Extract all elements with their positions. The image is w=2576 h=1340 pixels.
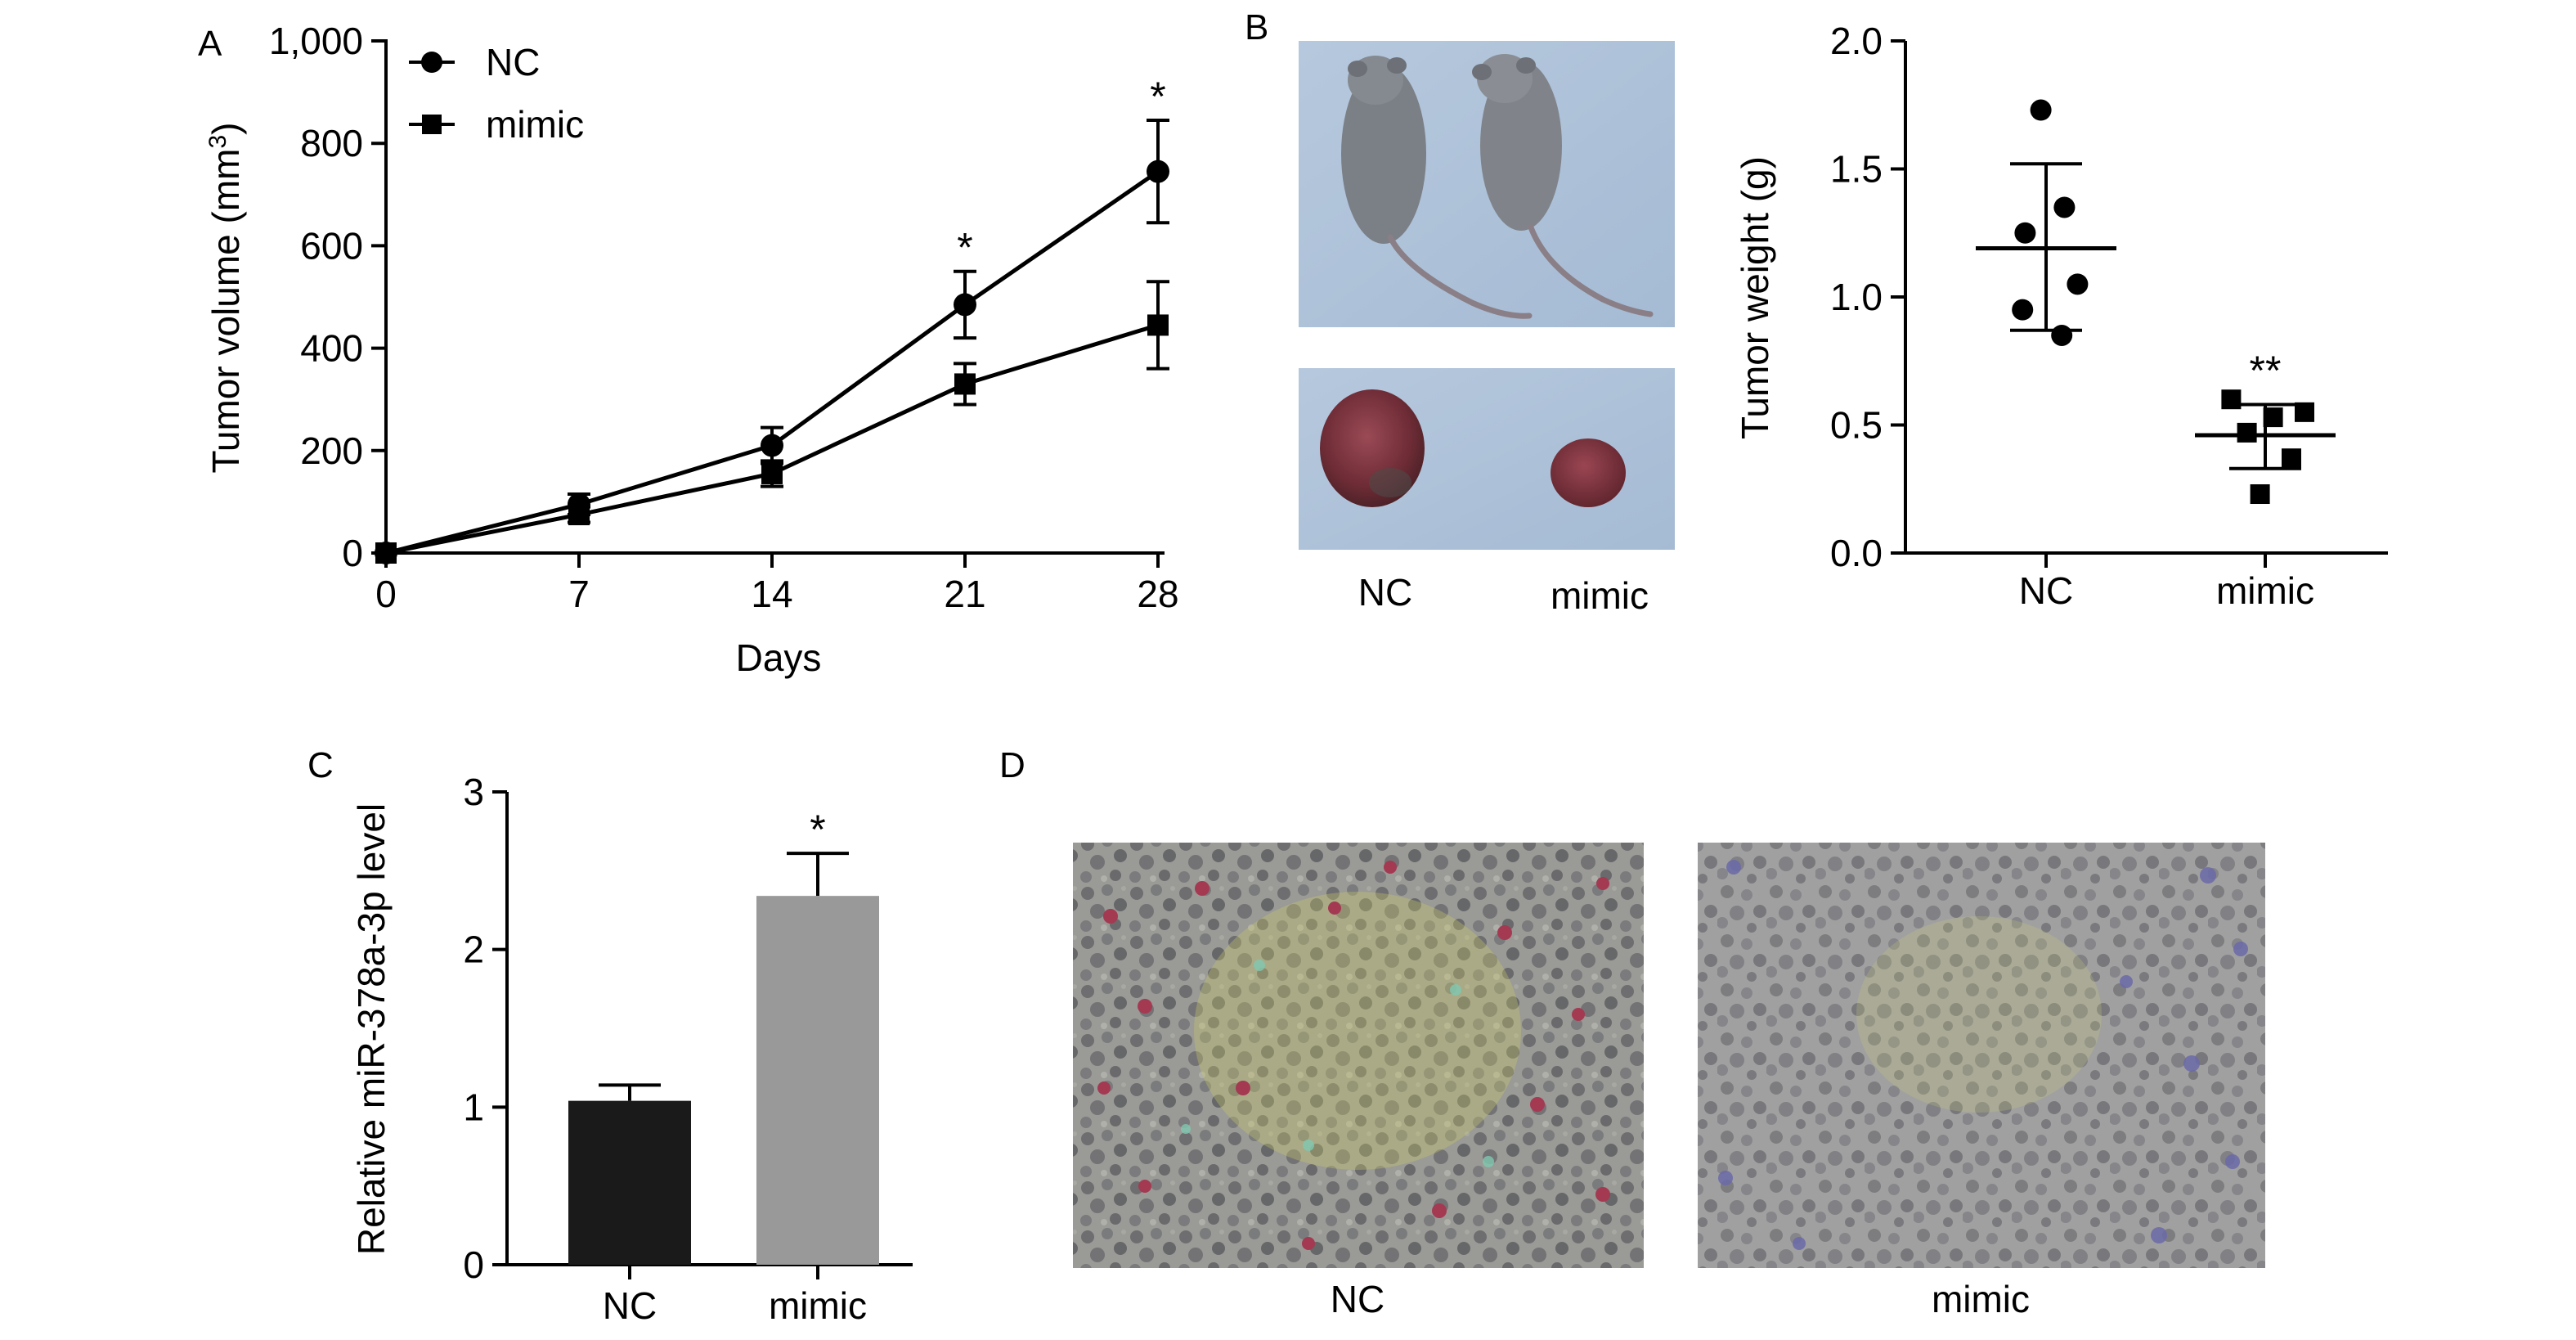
c-y-tick-label: 3: [463, 771, 484, 813]
point-mimic: [568, 504, 590, 526]
significance-star: **: [2250, 348, 2282, 393]
point-NC: [2012, 299, 2034, 321]
panel-d-histology-mimic: [1698, 843, 2265, 1268]
bar-mimic: [756, 896, 879, 1265]
b-y-tick-label: 0.0: [1830, 532, 1883, 574]
chart-a-y-label: Tumor volume (mm3): [204, 122, 248, 473]
bar-NC: [568, 1100, 691, 1265]
chart-b-y-label: Tumor weight (g): [1734, 156, 1776, 439]
a-y-tick-label: 0: [342, 532, 363, 574]
point-mimic: [2263, 407, 2283, 428]
chart-a-legend: NC mimic: [409, 41, 584, 146]
a-y-tick-label: 400: [300, 327, 363, 370]
point-mimic: [761, 462, 783, 484]
c-y-tick-label: 2: [463, 929, 484, 971]
panel-label-b: B: [1245, 7, 1268, 47]
b-x-tick-label: NC: [2019, 569, 2073, 612]
panel-b-label-mimic: mimic: [1551, 574, 1649, 617]
c-x-tick-label: mimic: [769, 1284, 867, 1327]
significance-star: *: [810, 807, 825, 852]
a-x-tick-label: 21: [944, 573, 985, 615]
point-mimic: [1147, 314, 1169, 336]
panel-label-a: A: [198, 24, 222, 64]
point-NC: [2067, 273, 2089, 295]
legend-mimic-label: mimic: [486, 103, 584, 146]
chart-c-y-label: Relative miR-378a-3p level: [350, 803, 393, 1255]
a-y-tick-label: 600: [300, 224, 363, 267]
significance-star: *: [1150, 74, 1165, 119]
c-x-tick-label: NC: [603, 1284, 657, 1327]
significance-star: *: [957, 225, 972, 271]
point-mimic: [954, 373, 976, 395]
a-y-tick-label: 200: [300, 429, 363, 472]
point-NC: [2051, 324, 2073, 346]
chart-b-tumor-weight: 0.0 0.5 1.0 1.5 2.0 NC mimic ** Tumor weight …: [1734, 20, 2388, 612]
a-x-tick-label: 14: [751, 573, 792, 615]
point-mimic: [2295, 402, 2314, 422]
b-y-tick-label: 2.0: [1830, 20, 1883, 62]
panel-label-c: C: [307, 745, 334, 785]
point-NC: [2053, 196, 2076, 218]
panel-b-label-nc: NC: [1358, 571, 1412, 614]
c-y-tick-label: 0: [463, 1243, 484, 1286]
legend-nc-label: NC: [486, 41, 540, 83]
panel-d-label-nc: NC: [1331, 1278, 1384, 1320]
a-x-tick-label: 7: [568, 573, 590, 615]
legend-mimic-marker: [422, 115, 442, 134]
panel-label-d: D: [999, 745, 1025, 785]
a-y-tick-label: 800: [300, 122, 363, 164]
legend-nc-marker: [421, 52, 442, 73]
b-y-tick-label: 1.5: [1830, 148, 1883, 191]
point-mimic: [2282, 448, 2301, 469]
point-NC: [2030, 99, 2052, 121]
point-NC: [954, 293, 976, 317]
panel-d-histology-nc: [1073, 843, 1644, 1268]
chart-c-mir-level: 0 1 2 3 NC mimic * Relative miR-378a-3p level: [350, 771, 913, 1327]
panel-b-mouse-photo: [1299, 41, 1675, 327]
b-y-tick-label: 1.0: [1830, 276, 1883, 318]
chart-a-tumor-volume: 0 200 400 600 800 1,000 0 7 14 21 28 * * Days Tumo…: [204, 20, 1179, 679]
point-mimic: [375, 542, 397, 564]
panel-b-tumor-photo: [1299, 368, 1675, 550]
point-mimic: [2221, 389, 2242, 410]
a-y-tick-label: 1,000: [269, 20, 363, 62]
c-y-tick-label: 1: [463, 1086, 484, 1128]
panel-d-label-mimic: mimic: [1932, 1278, 2030, 1320]
a-x-tick-label: 28: [1137, 573, 1178, 615]
b-y-tick-label: 0.5: [1830, 404, 1883, 447]
a-x-tick-label: 0: [375, 573, 397, 615]
point-NC: [761, 434, 783, 457]
b-x-tick-label: mimic: [2216, 569, 2314, 612]
point-NC: [2014, 222, 2036, 244]
point-mimic: [2237, 422, 2257, 443]
point-NC: [1147, 160, 1169, 183]
tumor-mimic: [1551, 438, 1626, 507]
point-mimic: [2250, 484, 2270, 505]
chart-a-x-label: Days: [736, 636, 822, 679]
